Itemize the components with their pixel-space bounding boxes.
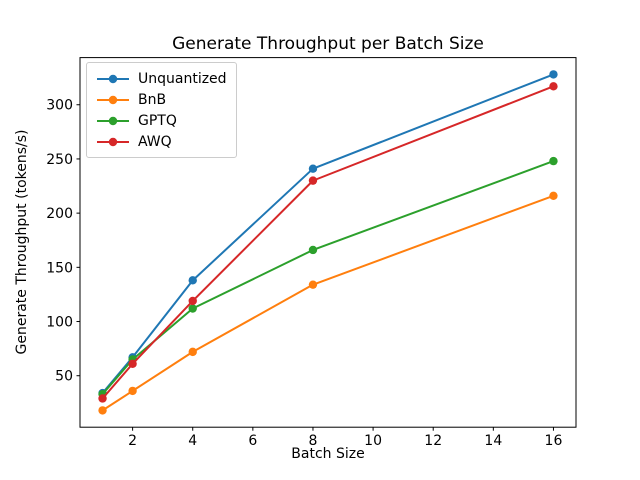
legend-label: BnB <box>138 91 167 108</box>
data-point-unquantized <box>188 276 197 285</box>
legend-item: AWQ <box>96 131 227 152</box>
y-tick-label: 150 <box>46 260 73 276</box>
series-line-bnb <box>102 194 554 412</box>
data-point-gptq <box>308 245 318 255</box>
chart-title: Generate Throughput per Batch Size <box>172 34 484 54</box>
x-tick-label: 14 <box>484 433 502 449</box>
legend-line-marker-icon <box>97 137 129 146</box>
x-tick-label: 10 <box>364 433 382 449</box>
legend: Unquantized BnB GPTQ AWQ <box>86 62 237 158</box>
data-point-unquantized <box>308 164 318 173</box>
data-point-bnb <box>98 406 107 415</box>
legend-label: GPTQ <box>138 112 177 129</box>
x-axis-label: Batch Size <box>291 446 365 462</box>
legend-line-marker-icon <box>97 74 129 83</box>
data-point-awq <box>128 359 137 368</box>
y-tick-label: 50 <box>55 369 73 385</box>
x-tick-label: 12 <box>424 433 442 449</box>
x-tick-label: 8 <box>309 433 318 449</box>
data-point-unquantized <box>549 70 558 79</box>
y-axis-label: Generate Throughput (tokens/s) <box>14 129 30 355</box>
data-point-gptq <box>188 304 197 313</box>
x-tick-label: 4 <box>188 433 197 449</box>
y-tick-label: 200 <box>46 206 73 222</box>
legend-line-marker-icon <box>97 116 129 125</box>
y-tick-label: 250 <box>46 152 73 168</box>
data-point-awq <box>188 296 197 306</box>
data-point-awq <box>98 394 107 403</box>
data-point-gptq <box>549 156 558 166</box>
y-tick-label: 300 <box>46 98 73 114</box>
axes-frame <box>79 57 577 428</box>
legend-item: Unquantized <box>96 68 227 89</box>
legend-line-marker-icon <box>97 95 129 104</box>
legend-item: BnB <box>96 89 227 110</box>
data-point-bnb <box>128 386 137 396</box>
data-point-awq <box>549 82 558 91</box>
data-point-bnb <box>188 347 197 357</box>
legend-label: Unquantized <box>138 70 227 87</box>
x-tick-label: 16 <box>545 433 563 449</box>
data-point-bnb <box>549 191 558 200</box>
x-tick-label: 6 <box>248 433 257 449</box>
series-line-gptq <box>101 160 554 395</box>
legend-label: AWQ <box>138 133 172 150</box>
x-tick-label: 2 <box>128 433 137 449</box>
data-point-bnb <box>308 280 318 289</box>
y-tick-label: 100 <box>46 315 73 331</box>
data-point-awq <box>308 176 318 185</box>
legend-item: GPTQ <box>96 110 227 131</box>
